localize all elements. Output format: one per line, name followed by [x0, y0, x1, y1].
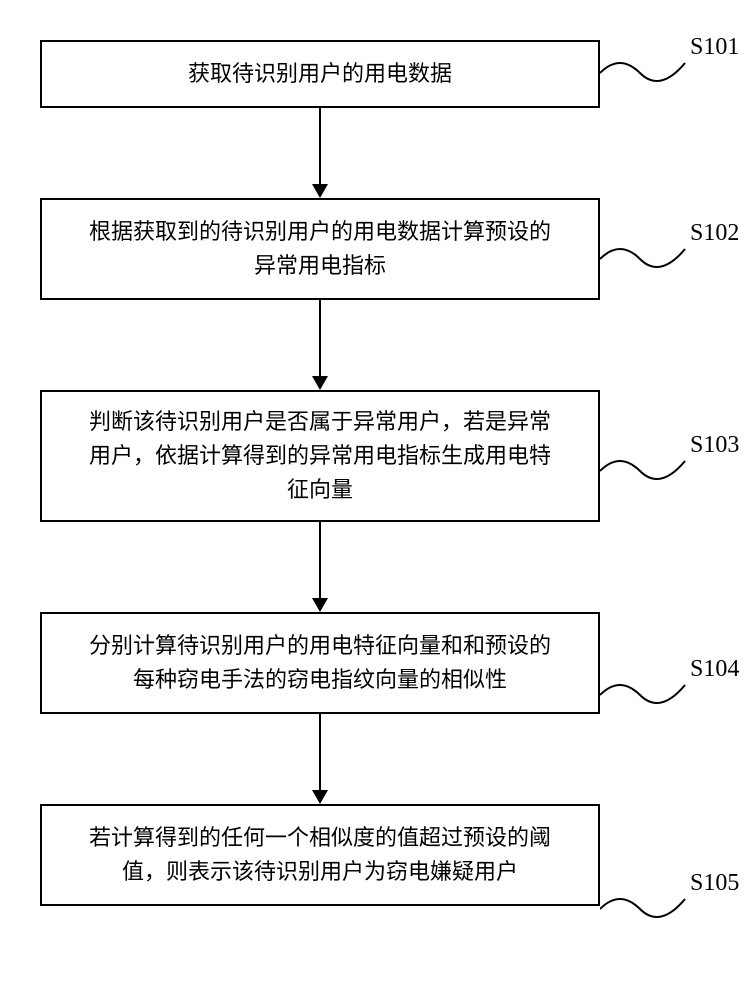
arrow-shaft — [319, 300, 321, 376]
arrow-shaft — [319, 522, 321, 598]
step-label-2: S102 — [690, 220, 739, 247]
squiggle-connector-1 — [600, 58, 690, 98]
arrow-2 — [312, 300, 328, 390]
step-label-3: S103 — [690, 432, 739, 459]
flowchart-column: 获取待识别用户的用电数据 根据获取到的待识别用户的用电数据计算预设的 异常用电指… — [40, 40, 600, 906]
squiggle-connector-3 — [600, 456, 690, 496]
arrow-head-icon — [312, 790, 328, 804]
arrow-3 — [312, 522, 328, 612]
squiggle-connector-5 — [600, 894, 690, 934]
squiggle-connector-4 — [600, 680, 690, 720]
arrow-head-icon — [312, 376, 328, 390]
step-label-5: S105 — [690, 870, 739, 897]
arrow-shaft — [319, 714, 321, 790]
arrow-head-icon — [312, 184, 328, 198]
step-label-4: S104 — [690, 656, 739, 683]
squiggle-connector-2 — [600, 244, 690, 284]
step-box-2: 根据获取到的待识别用户的用电数据计算预设的 异常用电指标 — [40, 198, 600, 300]
step-text-4: 分别计算待识别用户的用电特征向量和和预设的 每种窃电手法的窃电指纹向量的相似性 — [89, 629, 551, 697]
step-box-3: 判断该待识别用户是否属于异常用户，若是异常 用户，依据计算得到的异常用电指标生成… — [40, 390, 600, 522]
step-box-5: 若计算得到的任何一个相似度的值超过预设的阈 值，则表示该待识别用户为窃电嫌疑用户 — [40, 804, 600, 906]
step-text-5: 若计算得到的任何一个相似度的值超过预设的阈 值，则表示该待识别用户为窃电嫌疑用户 — [89, 821, 551, 889]
step-box-1: 获取待识别用户的用电数据 — [40, 40, 600, 108]
step-text-3: 判断该待识别用户是否属于异常用户，若是异常 用户，依据计算得到的异常用电指标生成… — [89, 405, 551, 507]
arrow-shaft — [319, 108, 321, 184]
arrow-4 — [312, 714, 328, 804]
arrow-1 — [312, 108, 328, 198]
arrow-head-icon — [312, 598, 328, 612]
step-box-4: 分别计算待识别用户的用电特征向量和和预设的 每种窃电手法的窃电指纹向量的相似性 — [40, 612, 600, 714]
step-text-1: 获取待识别用户的用电数据 — [188, 57, 452, 91]
step-text-2: 根据获取到的待识别用户的用电数据计算预设的 异常用电指标 — [89, 215, 551, 283]
step-label-1: S101 — [690, 34, 739, 61]
